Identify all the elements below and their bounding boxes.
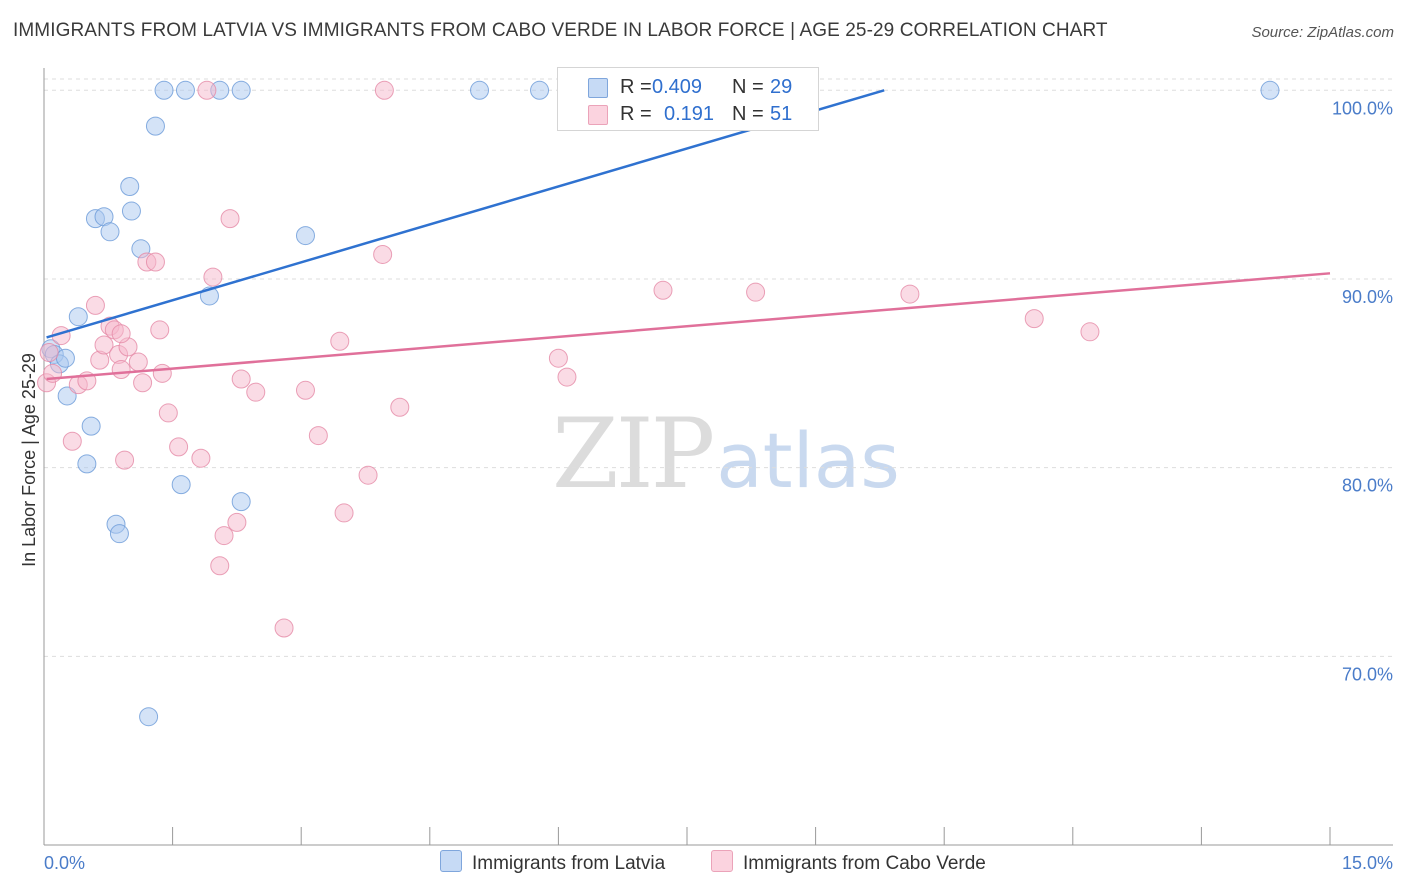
cabo-verde-point [152, 363, 172, 383]
legend-item-latvia: Immigrants from Latvia [440, 850, 665, 875]
cabo-verde-point [374, 80, 394, 100]
cabo-verde-point [133, 373, 153, 393]
n-label: N = [732, 76, 764, 98]
cabo-verde-point [210, 556, 230, 576]
cabo-verde-point [191, 448, 211, 468]
latvia-point [1260, 80, 1280, 100]
cabo-verde-point [111, 324, 131, 344]
y-tick-label: 90.0% [1342, 287, 1393, 307]
latvia-point [81, 416, 101, 436]
trend-lines [46, 89, 1331, 381]
cabo-verde-point [227, 512, 247, 532]
cabo-verde-point [197, 80, 217, 100]
tick-labels: 70.0% 80.0% 90.0% 100.0% 0.0% 15.0% [44, 98, 1393, 873]
cabo-verde-point [169, 437, 189, 457]
latvia-point [57, 386, 77, 406]
cabo-verde-point [231, 369, 251, 389]
legend-row-cabo-verde: R = 0.191 N = 51 [558, 100, 818, 128]
latvia-point [171, 475, 191, 495]
cabo-verde-point [214, 526, 234, 546]
y-tick-label: 80.0% [1342, 476, 1393, 496]
cabo-verde-point [128, 352, 148, 372]
cabo-verde-swatch [588, 105, 608, 125]
cabo-verde-point [900, 284, 920, 304]
cabo-verde-point [111, 360, 131, 380]
latvia-legend-label: Immigrants from Latvia [472, 853, 666, 874]
n-label: N = [732, 103, 764, 125]
n-value: 29 [770, 76, 793, 98]
data-points [37, 80, 1280, 727]
latvia-point [231, 492, 251, 512]
source-credit: Source: ZipAtlas.com [1251, 24, 1394, 41]
latvia-point [77, 454, 97, 474]
latvia-trend-line [46, 89, 885, 339]
y-tick-label: 70.0% [1342, 664, 1393, 684]
cabo-verde-point [373, 244, 393, 264]
cabo-verde-point [334, 503, 354, 523]
latvia-point [121, 201, 141, 221]
cabo-verde-point [62, 431, 82, 451]
latvia-point [175, 80, 195, 100]
stats-legend: R = 0.409 N = 29 R = 0.191 N = 51 [557, 67, 819, 131]
latvia-swatch [588, 78, 608, 98]
cabo-verde-point [203, 267, 223, 287]
latvia-point [139, 707, 159, 727]
x-tick-label: 15.0% [1342, 853, 1393, 873]
cabo-verde-point [330, 331, 350, 351]
cabo-verde-point [246, 382, 266, 402]
cabo-verde-point [390, 397, 410, 417]
cabo-verde-point [158, 403, 178, 423]
cabo-verde-point [548, 348, 568, 368]
cabo-verde-point [150, 320, 170, 340]
latvia-point [68, 307, 88, 327]
cabo-verde-point [115, 450, 135, 470]
legend-item-cabo-verde: Immigrants from Cabo Verde [711, 850, 986, 875]
cabo-verde-point [1024, 309, 1044, 329]
r-value: 0.191 [664, 103, 715, 125]
cabo-verde-point [308, 426, 328, 446]
watermark-zip: ZIP [552, 398, 715, 510]
cabo-verde-point [653, 280, 673, 300]
x-tick-label: 0.0% [44, 853, 85, 873]
cabo-verde-legend-swatch [711, 850, 733, 872]
r-label: R = [620, 103, 652, 125]
latvia-legend-swatch [440, 850, 462, 872]
legend-row-latvia: R = 0.409 N = 29 [558, 73, 818, 101]
latvia-point [55, 348, 75, 368]
cabo-verde-point [220, 209, 240, 229]
latvia-point [100, 222, 120, 242]
latvia-point [109, 524, 129, 544]
cabo-verde-point [295, 380, 315, 400]
watermark: ZIPatlas [552, 398, 900, 510]
cabo-verde-point [274, 618, 294, 638]
r-label: R = [620, 76, 652, 98]
cabo-verde-point [85, 295, 105, 315]
cabo-verde-point [1080, 322, 1100, 342]
latvia-point [154, 80, 174, 100]
cabo-verde-point [39, 343, 59, 363]
n-value: 51 [770, 103, 793, 125]
latvia-point [470, 80, 490, 100]
latvia-point [145, 116, 165, 136]
cabo-verde-point [746, 282, 766, 302]
y-axis-label: In Labor Force | Age 25-29 [19, 353, 39, 567]
cabo-verde-point [145, 252, 165, 272]
y-tick-label: 100.0% [1332, 98, 1393, 118]
cabo-verde-point [94, 335, 114, 355]
latvia-point [231, 80, 251, 100]
axes [43, 68, 1393, 846]
latvia-point [530, 80, 550, 100]
chart-title: IMMIGRANTS FROM LATVIA VS IMMIGRANTS FRO… [13, 20, 1108, 41]
cabo-verde-trend-line [46, 272, 1331, 381]
r-value: 0.409 [652, 76, 703, 98]
grid-lines [44, 78, 1393, 657]
latvia-point [295, 226, 315, 246]
cabo-verde-legend-label: Immigrants from Cabo Verde [743, 853, 986, 874]
cabo-verde-point [557, 367, 577, 387]
watermark-atlas: atlas [716, 416, 900, 505]
latvia-point [120, 177, 140, 197]
cabo-verde-point [358, 465, 378, 485]
